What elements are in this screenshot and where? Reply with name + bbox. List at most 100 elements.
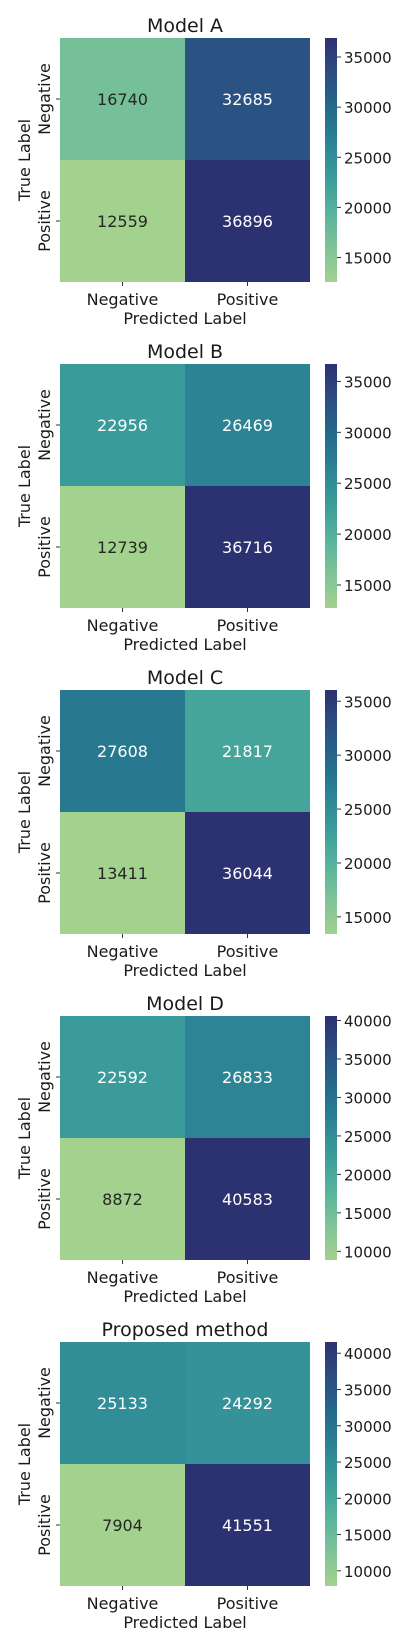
x-tick-label: Positive [217,1268,279,1287]
x-tick-label: Positive [217,942,279,961]
heatmap-cell [185,486,310,608]
chart-title: Model C [147,667,223,689]
colorbar-tick-label: 15000 [344,250,392,268]
heatmap-panel-4: Model D 22592 26833 8872 40583 Negative Positi… [15,993,392,1306]
cell-value-label: 21817 [222,742,273,761]
colorbar [325,38,337,282]
x-axis-label: Predicted Label [123,961,246,980]
cell-value-label: 7904 [102,1516,143,1535]
colorbar-tick-label: 15000 [344,577,392,595]
cell-value-label: 13411 [97,864,148,883]
colorbar [325,1342,337,1586]
y-tick-label: Positive [35,1494,54,1556]
chart-title: Proposed method [102,1319,269,1341]
y-tick-label: Positive [35,842,54,904]
heatmap-cell [60,1342,185,1464]
heatmap-cell [185,1342,310,1464]
y-tick-label: Negative [35,63,54,135]
y-tick-label: Negative [35,389,54,461]
cell-value-label: 26833 [222,1068,273,1087]
chart-title: Model B [147,341,223,363]
heatmap-panel-2: Model B 22956 26469 12739 36716 Negative Posit… [15,341,392,654]
cell-value-label: 36716 [222,538,273,557]
heatmap-cell [185,1016,310,1138]
colorbar-tick-label: 40000 [344,1345,392,1363]
y-tick-label: Negative [35,1041,54,1113]
heatmap-cell [185,38,310,160]
cell-value-label: 25133 [97,1394,148,1413]
heatmap-cell [60,364,185,486]
heatmap-cell [60,1464,185,1586]
heatmap-cell [185,690,310,812]
colorbar-tick-label: 15000 [344,1527,392,1545]
chart-title: Model A [147,15,223,37]
heatmap-cell [60,1016,185,1138]
colorbar-tick-label: 35000 [344,373,392,391]
x-axis-label: Predicted Label [123,635,246,654]
y-axis-label: True Label [15,119,34,202]
x-tick-label: Negative [87,290,159,309]
heatmap-cell [185,1464,310,1586]
x-tick-label: Negative [87,1268,159,1287]
colorbar-tick-label: 35000 [344,693,392,711]
x-tick-label: Negative [87,942,159,961]
colorbar-tick-label: 20000 [344,526,392,544]
colorbar-tick-label: 20000 [344,1166,392,1184]
colorbar [325,364,337,608]
heatmap-panel-3: Model C 27608 21817 13411 36044 Negative Posit… [15,667,392,980]
cell-value-label: 22956 [97,416,148,435]
x-tick-label: Negative [87,1594,159,1613]
colorbar-tick-label: 25000 [344,1454,392,1472]
heatmap-cell [185,1138,310,1260]
colorbar-tick-label: 30000 [344,747,392,765]
cell-value-label: 41551 [222,1516,273,1535]
heatmap-panel-5: Proposed method 25133 24292 7904 41551 Negati… [15,1319,392,1632]
y-tick-label: Negative [35,715,54,787]
heatmap-cell [60,690,185,812]
heatmap-cell [60,1138,185,1260]
colorbar-tick-label: 20000 [344,199,392,217]
cell-value-label: 27608 [97,742,148,761]
colorbar-tick-label: 35000 [344,49,392,67]
colorbar-tick-label: 30000 [344,1089,392,1107]
colorbar-tick-label: 25000 [344,801,392,819]
colorbar-tick-label: 25000 [344,149,392,167]
x-axis-label: Predicted Label [123,1287,246,1306]
cell-value-label: 36896 [222,212,273,231]
colorbar-tick-label: 20000 [344,1490,392,1508]
heatmap-cell [185,812,310,934]
heatmap-panel-1: Model A 16740 32685 12559 36896 Negative Posit… [15,15,392,328]
colorbar-tick-label: 30000 [344,424,392,442]
colorbar-tick-label: 35000 [344,1382,392,1400]
x-axis-label: Predicted Label [123,309,246,328]
cell-value-label: 8872 [102,1190,143,1209]
y-axis-label: True Label [15,771,34,854]
colorbar-tick-label: 40000 [344,1012,392,1030]
cell-value-label: 36044 [222,864,273,883]
colorbar-tick-label: 10000 [344,1243,392,1261]
colorbar-tick-label: 30000 [344,1418,392,1436]
y-axis-label: True Label [15,445,34,528]
y-axis-label: True Label [15,1097,34,1180]
chart-title: Model D [146,993,224,1015]
y-tick-label: Positive [35,1168,54,1230]
colorbar-tick-label: 15000 [344,909,392,927]
heatmap-cell [185,160,310,282]
heatmap-cell [60,38,185,160]
x-tick-label: Positive [217,616,279,635]
cell-value-label: 16740 [97,90,148,109]
colorbar-tick-label: 20000 [344,855,392,873]
colorbar-tick-label: 25000 [344,475,392,493]
heatmap-cell [60,160,185,282]
cell-value-label: 12739 [97,538,148,557]
cell-value-label: 26469 [222,416,273,435]
x-axis-label: Predicted Label [123,1613,246,1632]
heatmap-cell [60,812,185,934]
colorbar-tick-label: 30000 [344,99,392,117]
y-tick-label: Positive [35,516,54,578]
y-tick-label: Positive [35,190,54,252]
heatmap-cell [60,486,185,608]
cell-value-label: 12559 [97,212,148,231]
colorbar-tick-label: 10000 [344,1563,392,1581]
